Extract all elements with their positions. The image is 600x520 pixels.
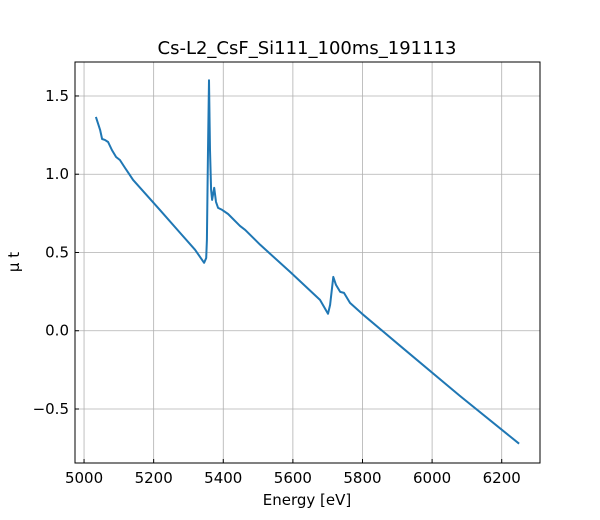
- x-tick-label: 5000: [65, 469, 103, 487]
- x-tick-label: 6200: [483, 469, 521, 487]
- y-axis: −0.5 0.0 0.5 1.0 1.5: [33, 87, 79, 418]
- x-axis: 5000 5200 5400 5600 5800 6000 6200: [65, 459, 521, 487]
- x-axis-label: Energy [eV]: [263, 491, 351, 509]
- y-tick-label: 1.5: [45, 87, 69, 105]
- grid: [75, 62, 540, 463]
- chart-title: Cs-L2_CsF_Si111_100ms_191113: [158, 38, 457, 59]
- x-tick-label: 5200: [135, 469, 173, 487]
- y-axis-label: μ t: [5, 252, 23, 272]
- x-tick-label: 6000: [413, 469, 451, 487]
- x-tick-label: 5400: [204, 469, 242, 487]
- y-tick-label: 1.0: [45, 165, 69, 183]
- x-tick-label: 5600: [274, 469, 312, 487]
- series-line-mu_t: [94, 79, 520, 445]
- plot-frame: [74, 61, 541, 464]
- x-tick-label: 5800: [343, 469, 381, 487]
- y-tick-label: 0.0: [45, 322, 69, 340]
- y-tick-label: 0.5: [45, 243, 69, 261]
- y-tick-label: −0.5: [33, 400, 69, 418]
- series-layer: [94, 79, 520, 445]
